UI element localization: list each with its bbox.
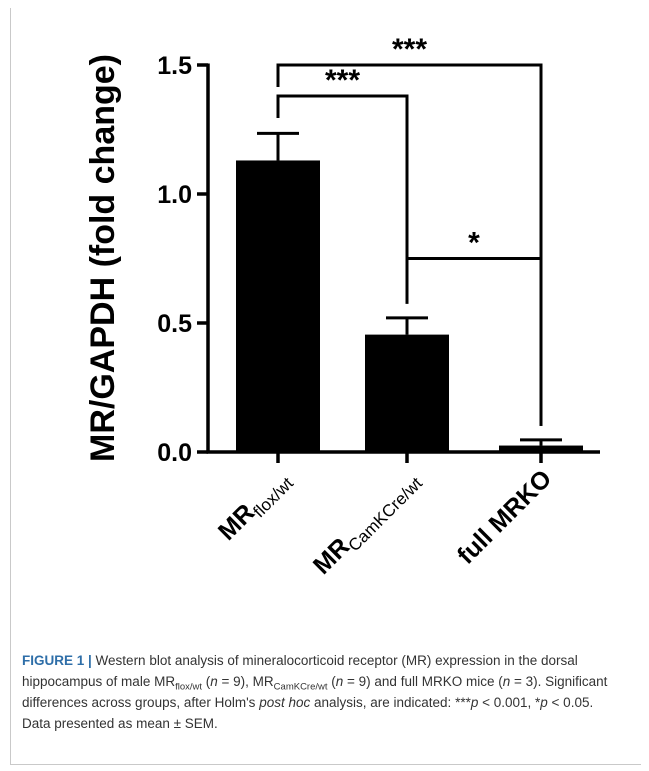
y-tick-label: 1.0	[157, 181, 192, 209]
bar	[236, 160, 320, 452]
significance-bracket	[405, 257, 543, 426]
figure-caption: FIGURE 1 | Western blot analysis of mine…	[22, 653, 608, 731]
bar	[499, 445, 583, 452]
significance-label: ***	[325, 64, 360, 97]
x-tick-label: full MRKO	[452, 464, 557, 569]
x-tick-label: MRCamKCre/wt	[308, 464, 426, 582]
bar-chart: 0.0 0.5 1.0 1.5 MR/GAPDH (fold change) MRflox…	[84, 33, 600, 582]
x-tick-label: MRflox/wt	[213, 464, 297, 548]
significance-bracket	[276, 94, 409, 304]
bar	[365, 334, 449, 452]
significance-bracket	[276, 63, 543, 426]
y-tick-label: 1.5	[157, 52, 192, 80]
significance-label: *	[468, 227, 480, 260]
figure-label: FIGURE 1 |	[22, 653, 92, 668]
y-axis-label: MR/GAPDH (fold change)	[84, 54, 122, 462]
significance-label: ***	[392, 33, 427, 66]
y-tick-label: 0.0	[157, 439, 192, 467]
figure-frame	[10, 8, 641, 765]
y-tick-label: 0.5	[157, 310, 192, 338]
